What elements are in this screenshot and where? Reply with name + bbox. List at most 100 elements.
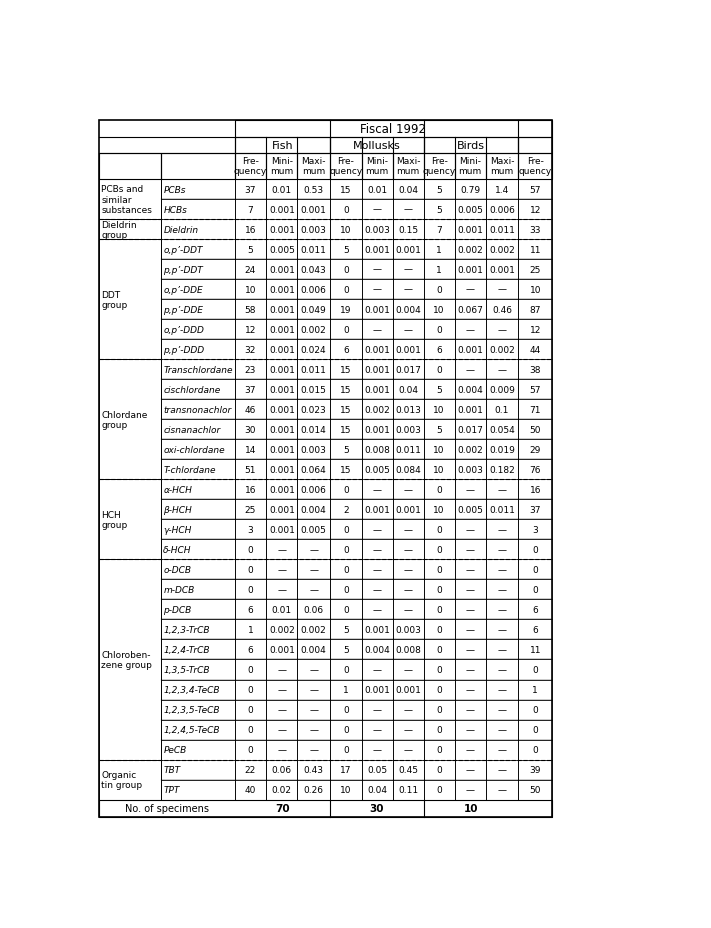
Bar xyxy=(297,580,330,599)
Text: o,p’-DDE: o,p’-DDE xyxy=(164,285,203,294)
Text: 30: 30 xyxy=(370,804,384,813)
Text: 0.1: 0.1 xyxy=(495,406,509,414)
Text: 0.004: 0.004 xyxy=(301,645,326,654)
Text: Maxi-
mum: Maxi- mum xyxy=(301,157,326,176)
Text: 51: 51 xyxy=(245,465,256,474)
Text: 0.001: 0.001 xyxy=(364,685,390,694)
Text: 0.001: 0.001 xyxy=(489,265,515,275)
Bar xyxy=(161,780,235,800)
Bar xyxy=(297,239,330,260)
Bar xyxy=(454,340,486,360)
Text: —: — xyxy=(373,605,382,614)
Bar xyxy=(161,180,235,200)
Bar xyxy=(330,520,362,540)
Bar xyxy=(362,200,392,220)
Bar xyxy=(424,560,454,580)
Text: —: — xyxy=(498,645,506,654)
Text: 15: 15 xyxy=(340,406,351,414)
Bar xyxy=(330,740,362,760)
Text: 0.004: 0.004 xyxy=(364,645,390,654)
Bar xyxy=(161,419,235,440)
Bar xyxy=(161,280,235,300)
Bar xyxy=(267,440,297,459)
Text: 0.006: 0.006 xyxy=(301,285,326,294)
Text: 2: 2 xyxy=(343,505,348,514)
Bar xyxy=(297,540,330,560)
Text: 0.005: 0.005 xyxy=(457,205,483,214)
Bar xyxy=(330,300,362,320)
Bar xyxy=(330,180,362,200)
Bar xyxy=(518,400,552,419)
Bar xyxy=(362,580,392,599)
Bar xyxy=(330,380,362,400)
Text: No. of specimens: No. of specimens xyxy=(124,804,209,813)
Bar xyxy=(424,180,454,200)
Text: 0.003: 0.003 xyxy=(395,425,421,434)
Text: 50: 50 xyxy=(530,425,541,434)
Bar xyxy=(330,500,362,520)
Bar xyxy=(454,660,486,680)
Bar xyxy=(518,440,552,459)
Text: 29: 29 xyxy=(530,445,541,455)
Bar xyxy=(424,459,454,480)
Bar xyxy=(297,320,330,340)
Text: 1,2,4,5-TeCB: 1,2,4,5-TeCB xyxy=(164,726,220,734)
Text: 0.06: 0.06 xyxy=(304,605,324,614)
Text: —: — xyxy=(404,326,412,334)
Text: 0: 0 xyxy=(343,726,348,734)
Text: —: — xyxy=(498,766,506,774)
Bar xyxy=(235,320,267,340)
Text: 5: 5 xyxy=(343,245,348,254)
Text: Dieldrin
group: Dieldrin group xyxy=(101,220,137,239)
Bar xyxy=(362,180,392,200)
Text: 0.049: 0.049 xyxy=(301,305,326,315)
Text: 37: 37 xyxy=(245,385,256,394)
Text: 1.4: 1.4 xyxy=(495,186,509,194)
Text: 0: 0 xyxy=(437,625,442,634)
Bar xyxy=(267,639,297,660)
Text: 0: 0 xyxy=(533,745,538,754)
Text: 0.001: 0.001 xyxy=(364,305,390,315)
Text: —: — xyxy=(404,565,412,574)
Bar xyxy=(267,760,297,780)
Text: 0: 0 xyxy=(437,586,442,594)
Text: 0: 0 xyxy=(533,586,538,594)
Text: —: — xyxy=(373,285,382,294)
Text: 0.001: 0.001 xyxy=(457,345,483,354)
Bar xyxy=(424,580,454,599)
Text: PeCB: PeCB xyxy=(164,745,186,754)
Text: 0: 0 xyxy=(343,265,348,275)
Text: 0.002: 0.002 xyxy=(489,245,515,254)
Text: 0.04: 0.04 xyxy=(398,186,418,194)
Text: Fre-
quency: Fre- quency xyxy=(518,157,552,176)
Text: —: — xyxy=(466,766,475,774)
Text: 0.011: 0.011 xyxy=(395,445,421,455)
Text: o,p’-DDD: o,p’-DDD xyxy=(164,326,204,334)
Text: 0: 0 xyxy=(437,766,442,774)
Bar xyxy=(518,740,552,760)
Bar xyxy=(267,480,297,500)
Bar xyxy=(454,360,486,380)
Text: 0: 0 xyxy=(437,565,442,574)
Bar xyxy=(518,580,552,599)
Bar xyxy=(362,220,392,239)
Bar xyxy=(161,520,235,540)
Text: —: — xyxy=(373,205,382,214)
Text: 1,3,5-TrCB: 1,3,5-TrCB xyxy=(164,665,210,675)
Text: Maxi-
mum: Maxi- mum xyxy=(396,157,420,176)
Text: 0.004: 0.004 xyxy=(457,385,483,394)
Bar xyxy=(330,360,362,380)
Text: 0.001: 0.001 xyxy=(269,226,295,234)
Bar xyxy=(161,380,235,400)
Text: 0.001: 0.001 xyxy=(364,345,390,354)
Bar xyxy=(518,660,552,680)
Text: 0: 0 xyxy=(437,546,442,554)
Text: 0.003: 0.003 xyxy=(364,226,390,234)
Text: 1: 1 xyxy=(437,265,442,275)
Bar xyxy=(486,639,518,660)
Text: 37: 37 xyxy=(245,186,256,194)
Bar xyxy=(392,180,424,200)
Bar xyxy=(161,220,235,239)
Text: 0.001: 0.001 xyxy=(269,445,295,455)
Bar xyxy=(518,380,552,400)
